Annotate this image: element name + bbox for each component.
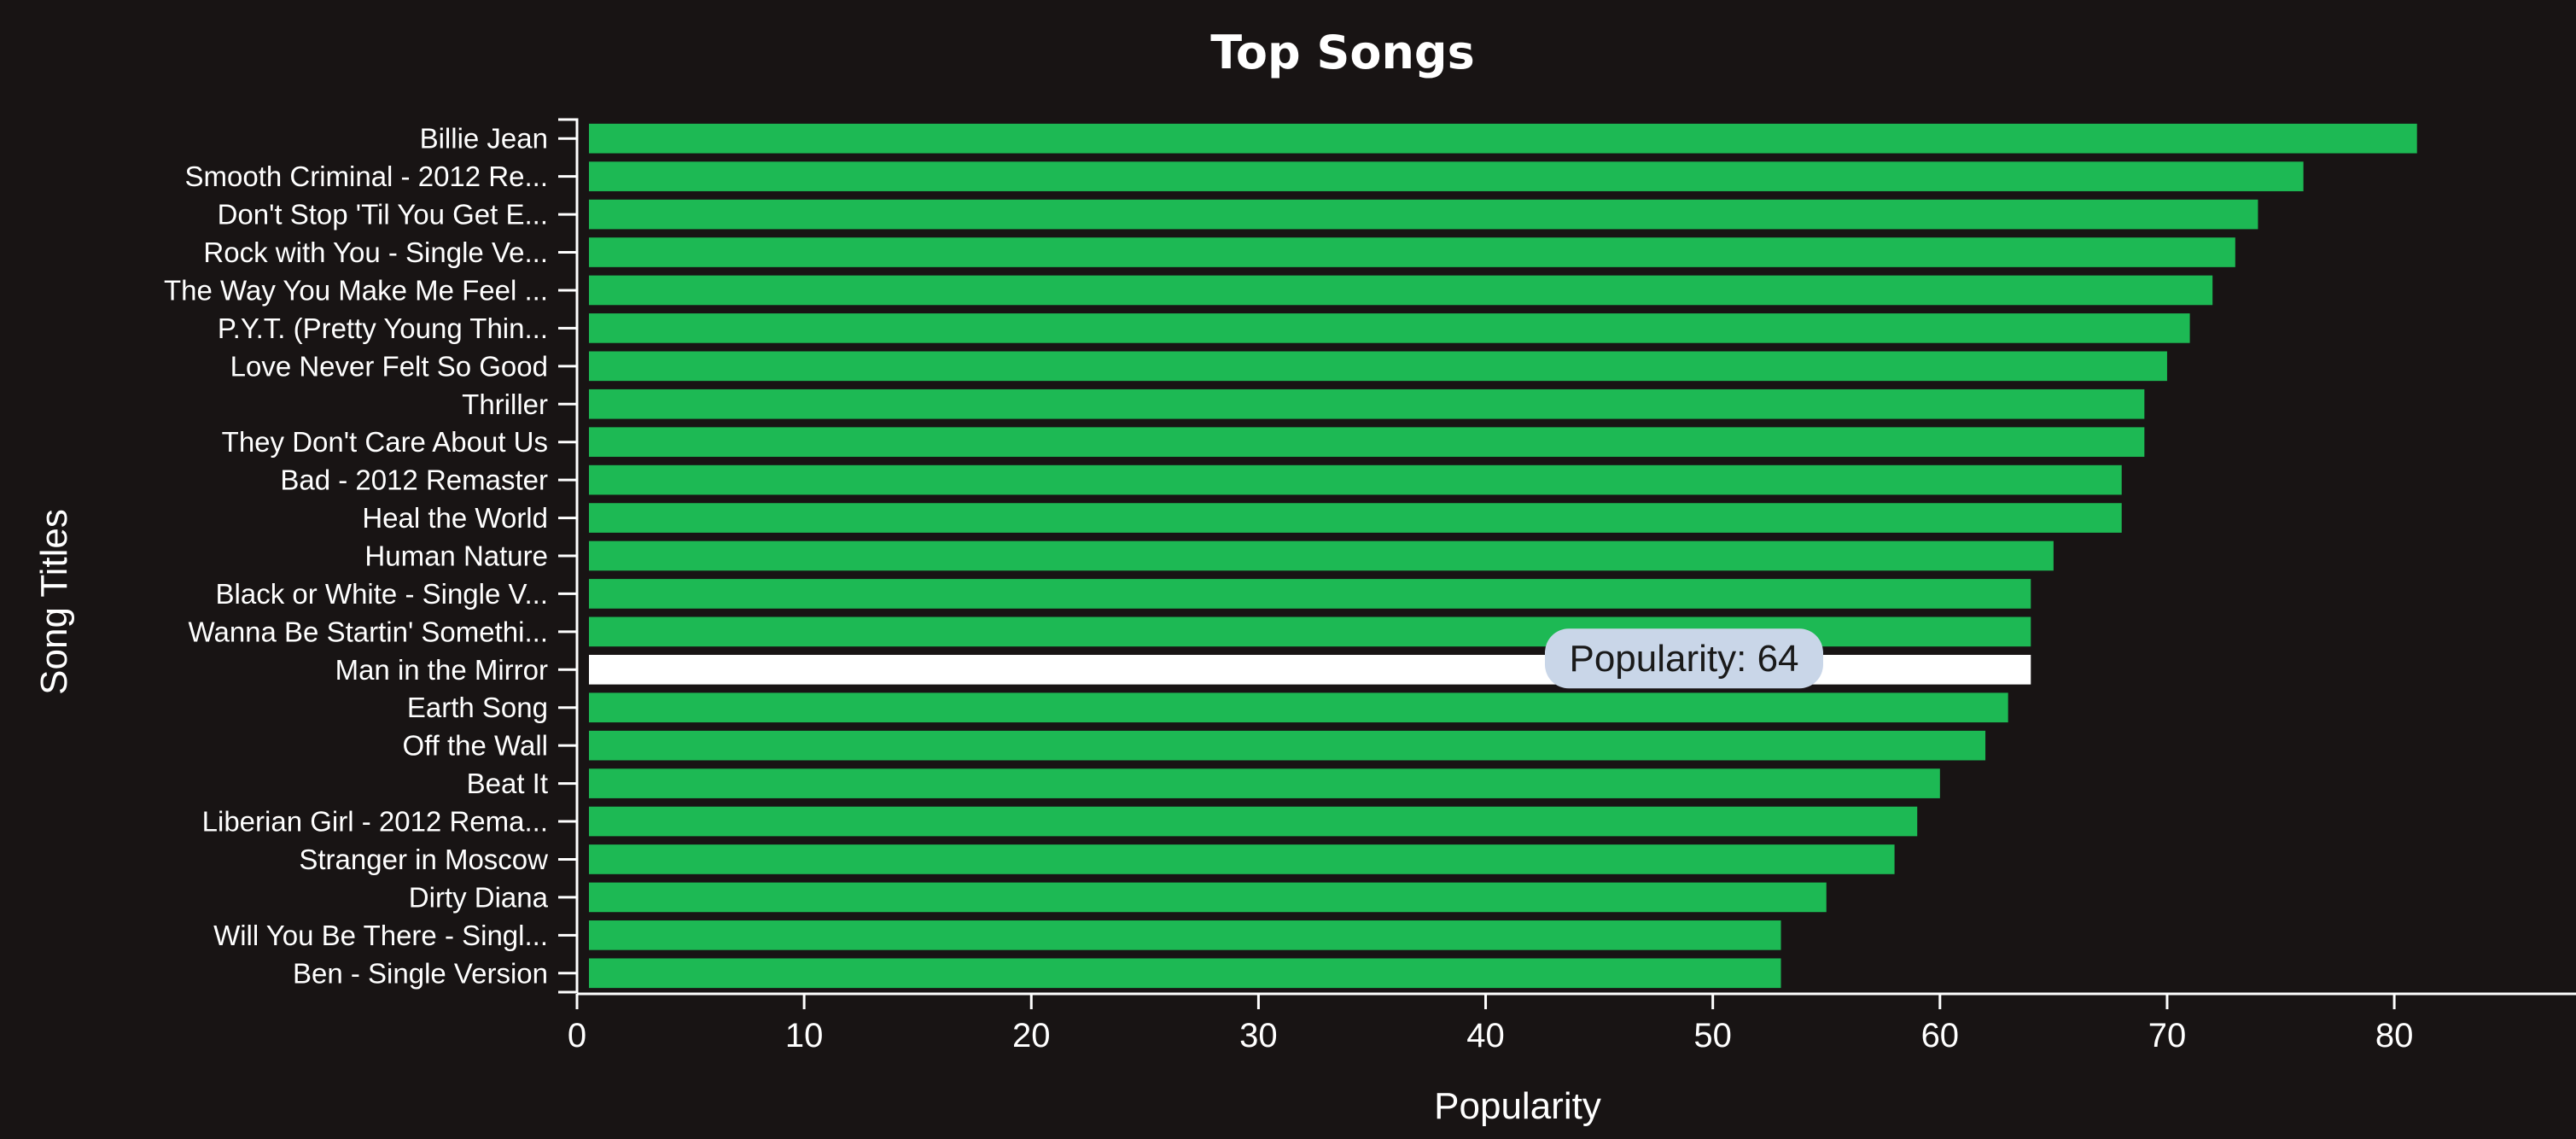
y-tick-label-9: They Don't Care About Us <box>222 426 548 458</box>
x-tick-label-40: 40 <box>1466 1017 1505 1054</box>
tooltip: Popularity: 64 <box>1545 628 1823 689</box>
y-tick-label-8: Thriller <box>462 388 548 420</box>
y-tick-label-17: Off the Wall <box>402 730 548 762</box>
y-tick-label-10: Bad - 2012 Remaster <box>280 464 548 496</box>
bar-5[interactable] <box>589 275 2213 306</box>
x-axis-label: Popularity <box>1434 1085 1601 1127</box>
x-tick-label-10: 10 <box>785 1017 824 1054</box>
y-tick-label-1: Billie Jean <box>420 123 548 155</box>
y-tick-label-2: Smooth Criminal - 2012 Re... <box>184 161 548 192</box>
bar-7[interactable] <box>589 351 2167 382</box>
y-tick-label-22: Will You Be There - Singl... <box>213 920 548 951</box>
bar-4[interactable] <box>589 237 2235 267</box>
y-tick-label-21: Dirty Diana <box>409 881 549 913</box>
y-tick-label-16: Earth Song <box>407 692 548 723</box>
bar-12[interactable] <box>589 540 2054 571</box>
bar-22[interactable] <box>589 920 1781 950</box>
x-tick-label-0: 0 <box>568 1017 586 1054</box>
bar-8[interactable] <box>589 388 2145 419</box>
x-tick-label-20: 20 <box>1012 1017 1051 1054</box>
y-tick-label-14: Wanna Be Startin' Somethi... <box>189 616 548 647</box>
y-tick-label-19: Liberian Girl - 2012 Rema... <box>202 806 548 838</box>
y-tick-label-4: Rock with You - Single Ve... <box>203 237 548 268</box>
bar-19[interactable] <box>589 806 1918 837</box>
bars-layer <box>589 123 2417 989</box>
bar-10[interactable] <box>589 464 2122 495</box>
y-tick-label-20: Stranger in Moscow <box>299 844 548 875</box>
y-tick-label-18: Beat It <box>467 768 548 799</box>
bar-9[interactable] <box>589 427 2145 458</box>
bar-16[interactable] <box>589 692 2008 723</box>
y-tick-label-23: Ben - Single Version <box>293 957 548 989</box>
bar-2[interactable] <box>589 161 2304 191</box>
bar-23[interactable] <box>589 958 1781 989</box>
y-tick-label-5: The Way You Make Me Feel ... <box>164 274 548 306</box>
bar-1[interactable] <box>589 123 2417 154</box>
bar-21[interactable] <box>589 882 1827 913</box>
bar-11[interactable] <box>589 503 2122 533</box>
bar-18[interactable] <box>589 768 1940 798</box>
y-tick-label-6: P.Y.T. (Pretty Young Thin... <box>218 312 548 344</box>
chart-title: Top Songs <box>1210 26 1474 79</box>
x-tick-label-30: 30 <box>1239 1017 1278 1054</box>
x-tick-label-50: 50 <box>1693 1017 1732 1054</box>
bar-17[interactable] <box>589 730 1986 761</box>
tooltip-text: Popularity: 64 <box>1569 638 1798 680</box>
y-tick-label-11: Heal the World <box>362 502 548 534</box>
tooltip-box <box>1545 628 1823 689</box>
y-axis-label: Song Titles <box>33 509 75 695</box>
y-tick-label-13: Black or White - Single V... <box>216 578 548 610</box>
x-tick-label-70: 70 <box>2148 1017 2187 1054</box>
x-tick-label-60: 60 <box>1921 1017 1960 1054</box>
y-tick-label-3: Don't Stop 'Til You Get E... <box>218 199 548 231</box>
y-tick-label-7: Love Never Felt So Good <box>230 350 548 382</box>
bar-13[interactable] <box>589 579 2031 609</box>
axes: Billie Jean Smooth Criminal - 2012 Re... D… <box>164 118 2576 1054</box>
y-axis-line <box>558 118 579 994</box>
y-tick-label-15: Man in the Mirror <box>335 654 548 686</box>
bar-20[interactable] <box>589 844 1895 874</box>
bar-3[interactable] <box>589 199 2258 230</box>
y-tick-label-12: Human Nature <box>364 540 548 572</box>
bar-6[interactable] <box>589 313 2190 343</box>
x-tick-label-80: 80 <box>2375 1017 2414 1054</box>
